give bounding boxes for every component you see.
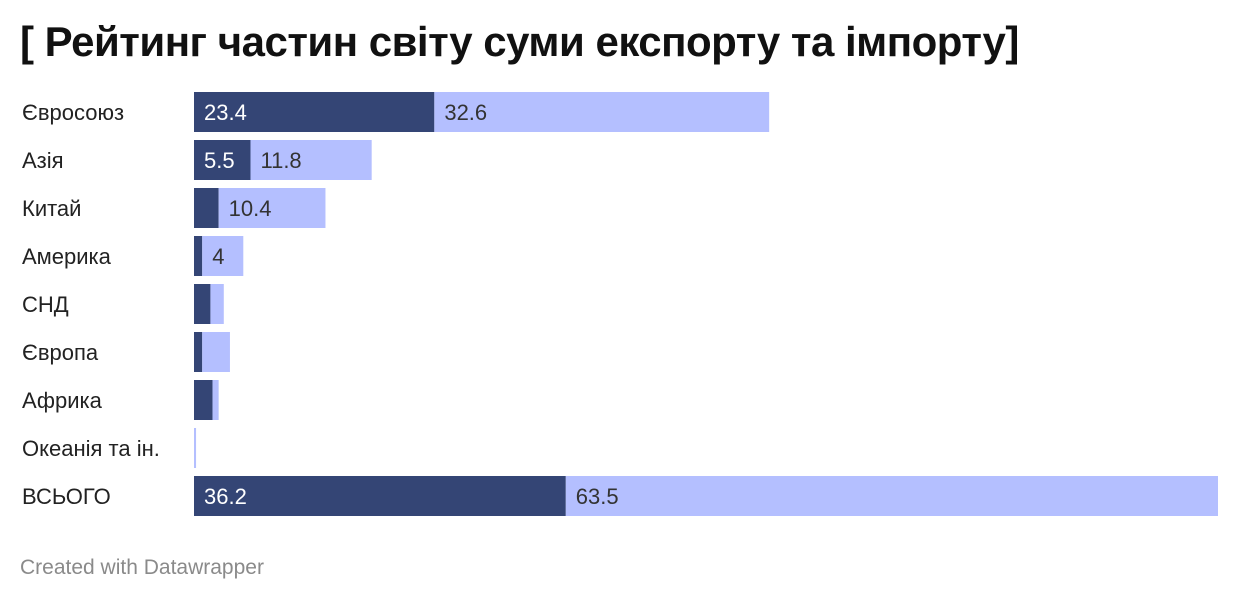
bar-segment-1 [194, 140, 251, 180]
bar-row: Азія 5.5 11.8 [22, 140, 372, 180]
bar-segment-2 [194, 428, 197, 468]
bar-row: ВСЬОГО 36.2 63.5 [22, 476, 1218, 516]
chart-title: [ Рейтинг частин світу суми експорту та … [20, 18, 1019, 65]
bar-segment-1 [194, 380, 213, 420]
category-label: Америка [22, 244, 112, 269]
bar-value-label: 4 [212, 244, 224, 269]
bar-value-label: 32.6 [444, 100, 487, 125]
bar-row: Африка [22, 380, 219, 420]
bar-segment-1 [194, 236, 203, 276]
bar-value-label: 63.5 [576, 484, 619, 509]
category-label: Китай [22, 196, 81, 221]
bar-segment-1 [194, 332, 203, 372]
bar-row: Америка 4 [22, 236, 244, 276]
bar-segment-2 [434, 92, 770, 132]
category-label: Євросоюз [22, 100, 124, 125]
bar-value-label: 5.5 [204, 148, 235, 173]
bar-segment-2 [202, 236, 244, 276]
bar-segment-2 [202, 332, 230, 372]
bar-row: Євросоюз 23.4 32.6 [22, 92, 770, 132]
category-label: Океанія та ін. [22, 436, 160, 461]
bar-segment-1 [194, 476, 566, 516]
bar-segment-2 [218, 188, 326, 228]
footer-credit: Created with Datawrapper [20, 556, 264, 579]
category-label: Азія [22, 148, 64, 173]
category-label: Європа [22, 340, 99, 365]
bar-segment-2 [212, 380, 219, 420]
bar-segment-2 [250, 140, 372, 180]
bar-value-label: 11.8 [260, 148, 301, 173]
bar-row: СНД [22, 284, 224, 324]
bar-segment-1 [194, 92, 435, 132]
category-label: Африка [22, 388, 103, 413]
bar-segment-1 [194, 284, 211, 324]
bar-row: Європа [22, 332, 230, 372]
category-label: СНД [22, 292, 69, 317]
bar-value-label: 36.2 [204, 484, 247, 509]
bar-row: Океанія та ін. [22, 428, 197, 468]
bar-row: Китай 10.4 [22, 188, 326, 228]
bar-segment-2 [565, 476, 1218, 516]
bar-segment-2 [210, 284, 224, 324]
bar-segment-1 [194, 188, 219, 228]
bar-value-label: 23.4 [204, 100, 247, 125]
category-label: ВСЬОГО [22, 484, 111, 509]
bar-value-label: 10.4 [229, 196, 272, 221]
